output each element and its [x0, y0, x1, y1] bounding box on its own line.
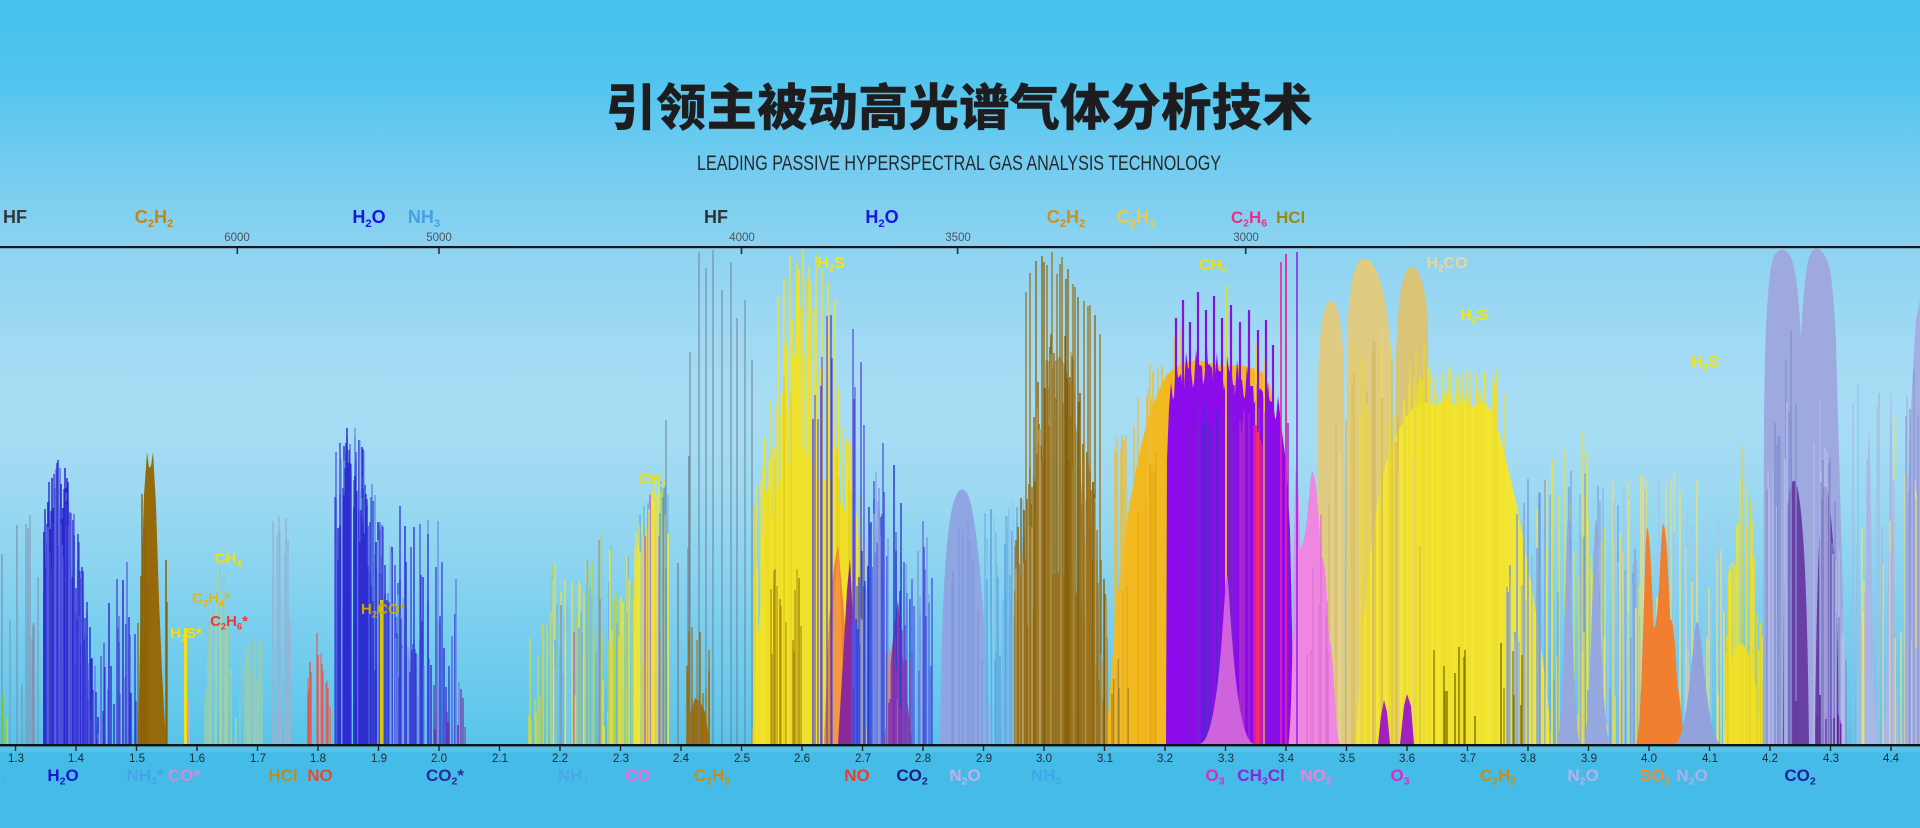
svg-text:CH3Cl: CH3Cl: [1237, 766, 1284, 788]
svg-text:HCl: HCl: [268, 766, 297, 785]
svg-text:O3: O3: [1390, 766, 1409, 788]
svg-text:CH4: CH4: [1199, 257, 1228, 277]
svg-text:N2O: N2O: [1567, 766, 1598, 788]
svg-text:C2H4*: C2H4*: [192, 590, 230, 608]
svg-text:4000: 4000: [729, 232, 755, 244]
svg-text:N2O: N2O: [949, 766, 980, 788]
svg-text:SO2: SO2: [1640, 766, 1671, 788]
svg-text:H2S: H2S: [817, 255, 845, 275]
svg-text:3.6: 3.6: [1399, 753, 1415, 765]
svg-text:O3: O3: [1205, 766, 1224, 788]
svg-text:CO: CO: [625, 766, 651, 785]
svg-text:2: 2: [1, 776, 7, 788]
svg-text:3.8: 3.8: [1520, 753, 1536, 765]
svg-text:H2O: H2O: [865, 207, 898, 230]
svg-text:5000: 5000: [426, 232, 452, 244]
svg-text:2.9: 2.9: [976, 753, 992, 765]
svg-text:4.4: 4.4: [1883, 753, 1900, 765]
svg-text:2.7: 2.7: [855, 753, 871, 765]
svg-text:H2O: H2O: [47, 766, 78, 788]
svg-text:3000: 3000: [1233, 232, 1259, 244]
svg-text:NO2: NO2: [1300, 766, 1332, 788]
svg-text:2.3: 2.3: [613, 753, 629, 765]
svg-text:H2S*: H2S*: [170, 625, 202, 643]
svg-text:C2H4: C2H4: [1117, 207, 1156, 230]
svg-text:4.1: 4.1: [1702, 753, 1718, 765]
svg-text:2.4: 2.4: [673, 753, 690, 765]
svg-text:4.2: 4.2: [1762, 753, 1778, 765]
svg-text:CO*: CO*: [168, 766, 201, 785]
svg-text:CO2: CO2: [1784, 766, 1816, 788]
svg-text:3.1: 3.1: [1097, 753, 1113, 765]
svg-text:NH3*: NH3*: [126, 766, 163, 788]
svg-text:H2S: H2S: [1691, 354, 1719, 374]
svg-text:3.4: 3.4: [1278, 753, 1295, 765]
svg-text:1.7: 1.7: [250, 753, 266, 765]
svg-text:HCl: HCl: [1276, 208, 1305, 227]
svg-text:2.0: 2.0: [431, 753, 447, 765]
svg-text:1.5: 1.5: [129, 753, 145, 765]
svg-text:C2H6*: C2H6*: [210, 613, 248, 631]
svg-text:N2O: N2O: [1676, 766, 1707, 788]
svg-text:3.2: 3.2: [1157, 753, 1173, 765]
svg-text:3.0: 3.0: [1036, 753, 1052, 765]
svg-text:1.8: 1.8: [310, 753, 326, 765]
svg-text:NH3: NH3: [408, 207, 440, 230]
svg-text:3.9: 3.9: [1581, 753, 1597, 765]
svg-text:LEADING PASSIVE HYPERSPECTRAL: LEADING PASSIVE HYPERSPECTRAL GAS ANALYS…: [697, 151, 1221, 175]
svg-text:CO2*: CO2*: [426, 766, 464, 788]
svg-text:6000: 6000: [224, 232, 250, 244]
svg-text:2.2: 2.2: [552, 753, 568, 765]
svg-text:H2CO+: H2CO+: [361, 601, 406, 619]
svg-text:CO2: CO2: [896, 766, 928, 788]
svg-text:1.9: 1.9: [371, 753, 387, 765]
svg-text:3500: 3500: [945, 232, 971, 244]
svg-text:NO: NO: [307, 766, 333, 785]
svg-text:C2H2: C2H2: [1480, 766, 1516, 788]
svg-text:NO: NO: [844, 766, 870, 785]
svg-text:3.7: 3.7: [1460, 753, 1476, 765]
svg-text:C2H6: C2H6: [1231, 208, 1267, 230]
svg-text:CH4: CH4: [215, 550, 243, 568]
svg-text:3.3: 3.3: [1218, 753, 1234, 765]
svg-text:H2CO: H2CO: [1426, 255, 1467, 275]
svg-text:2.6: 2.6: [794, 753, 810, 765]
svg-text:H2S: H2S: [1460, 307, 1488, 327]
svg-text:C2H2: C2H2: [135, 207, 173, 230]
svg-text:CH4: CH4: [639, 471, 667, 489]
svg-text:2.5: 2.5: [734, 753, 750, 765]
svg-text:NH3: NH3: [1031, 766, 1062, 788]
svg-text:HF: HF: [704, 207, 728, 227]
svg-text:2.1: 2.1: [492, 753, 508, 765]
svg-text:1.4: 1.4: [68, 753, 85, 765]
svg-text:2.8: 2.8: [915, 753, 931, 765]
svg-text:3.5: 3.5: [1339, 753, 1355, 765]
svg-text:H2O: H2O: [352, 207, 385, 230]
svg-text:C2H2: C2H2: [694, 766, 730, 788]
svg-text:1.3: 1.3: [8, 753, 24, 765]
svg-text:NH3: NH3: [558, 766, 589, 788]
svg-text:1.6: 1.6: [189, 753, 205, 765]
svg-text:4.0: 4.0: [1641, 753, 1657, 765]
svg-text:C2H2: C2H2: [1047, 207, 1085, 230]
svg-text:4.3: 4.3: [1823, 753, 1839, 765]
svg-text:HF: HF: [3, 207, 27, 227]
